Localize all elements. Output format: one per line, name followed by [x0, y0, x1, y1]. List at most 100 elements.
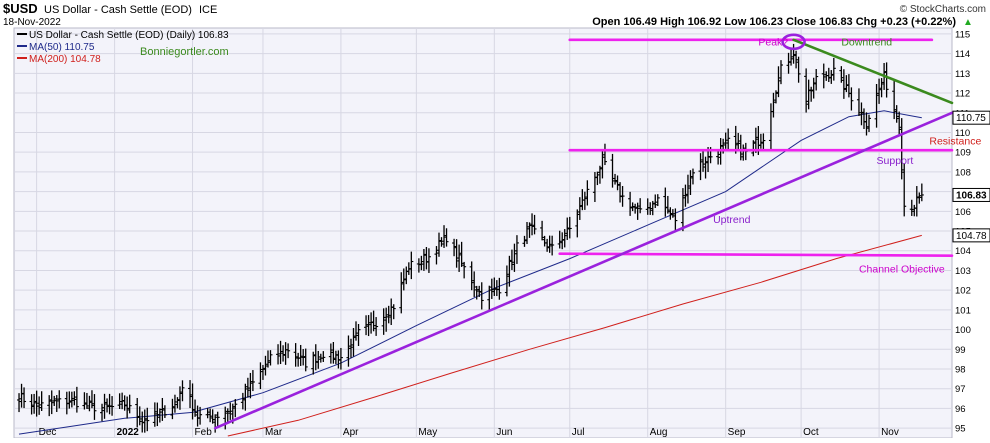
price-bar — [122, 395, 127, 411]
price-bar — [512, 243, 517, 272]
price-bar — [399, 272, 404, 314]
price-bar — [620, 186, 625, 207]
price-bar — [177, 386, 182, 410]
y-tick-label: 112 — [955, 89, 970, 100]
price-bar — [321, 351, 326, 362]
price-bar — [522, 235, 527, 247]
ma200-line — [227, 234, 922, 437]
x-tick-label: Sep — [728, 427, 746, 438]
price-bar — [190, 383, 195, 420]
annotation-label: Downtrend — [841, 37, 892, 49]
price-bar — [303, 348, 308, 372]
x-tick-label: Nov — [881, 427, 899, 438]
last-value-box — [952, 228, 990, 243]
price-bar — [877, 78, 882, 104]
price-bar — [328, 343, 333, 364]
price-bar — [479, 282, 484, 310]
price-bar — [509, 249, 514, 271]
watermark: Bonniegortler.com — [140, 46, 229, 58]
price-bar — [205, 408, 210, 419]
price-bar — [137, 406, 142, 426]
price-bar — [726, 128, 731, 151]
price-bar — [892, 80, 897, 120]
price-bar — [894, 105, 899, 123]
price-bar — [331, 341, 336, 364]
y-tick-label: 108 — [955, 167, 971, 178]
price-bar — [162, 405, 167, 418]
price-bar — [919, 183, 924, 202]
header-copyright: © StockCharts.com — [900, 4, 986, 15]
price-bar — [356, 323, 361, 347]
price-bar — [688, 170, 693, 195]
price-bar — [67, 391, 72, 409]
price-bar — [34, 390, 39, 417]
price-bar — [243, 383, 248, 411]
price-bar — [248, 372, 253, 399]
price-bar — [897, 111, 902, 136]
last-value-box — [952, 187, 990, 202]
price-bar — [829, 70, 834, 84]
price-bar — [540, 220, 545, 241]
header-date: 18-Nov-2022 — [3, 17, 61, 28]
price-bar — [575, 209, 580, 238]
y-tick-label: 99 — [955, 345, 966, 356]
price-bar — [265, 350, 270, 368]
annotation-label: Peak? — [758, 37, 788, 49]
price-bar — [258, 362, 263, 390]
price-bar — [245, 377, 250, 398]
price-bar — [278, 340, 283, 365]
price-bar — [346, 335, 351, 367]
x-tick-label: Feb — [195, 427, 213, 438]
price-bar — [532, 214, 537, 235]
price-bar — [180, 380, 185, 402]
annotation-label: Uptrend — [713, 214, 751, 226]
price-bar — [670, 209, 675, 218]
legend-ma200-swatch — [17, 57, 27, 59]
price-bar — [527, 222, 532, 238]
price-bar — [240, 392, 245, 410]
price-bar — [773, 90, 778, 104]
price-bar — [562, 229, 567, 248]
price-bar — [628, 191, 633, 216]
price-bar — [313, 344, 318, 371]
price-bar — [223, 406, 228, 430]
price-bar — [37, 396, 42, 415]
price-bar — [600, 149, 605, 179]
price-bar — [354, 321, 359, 341]
price-bar — [809, 86, 814, 102]
price-bar — [492, 277, 497, 296]
price-bar — [673, 208, 678, 233]
price-bar — [47, 395, 52, 417]
price-bar — [849, 87, 854, 111]
price-bar — [17, 393, 22, 413]
legend-ma200-label: MA(200) 104.78 — [29, 54, 101, 65]
price-bar — [364, 315, 369, 336]
price-bar — [874, 83, 879, 128]
price-bar — [804, 68, 809, 113]
price-bar — [29, 394, 34, 415]
price-bar — [172, 394, 177, 413]
price-bar — [655, 194, 660, 207]
price-bar — [472, 271, 477, 297]
price-bar — [761, 133, 766, 151]
price-bar — [879, 78, 884, 98]
price-bar — [145, 407, 150, 432]
price-bar — [338, 347, 343, 370]
price-bar — [514, 235, 519, 264]
price-bar — [738, 134, 743, 161]
price-bar — [856, 88, 861, 116]
price-bar — [89, 390, 94, 409]
price-bar — [841, 69, 846, 99]
price-bar — [374, 317, 379, 336]
price-bar — [157, 408, 162, 423]
price-bar — [638, 198, 643, 214]
price-bar — [57, 390, 62, 409]
price-bar — [228, 402, 233, 420]
price-bar — [497, 277, 502, 300]
price-bar — [125, 396, 130, 419]
price-bar — [87, 395, 92, 412]
last-value-labels: 110.75 106.83 104.78 — [952, 110, 990, 243]
price-bar — [152, 402, 157, 427]
price-bar — [436, 232, 441, 257]
